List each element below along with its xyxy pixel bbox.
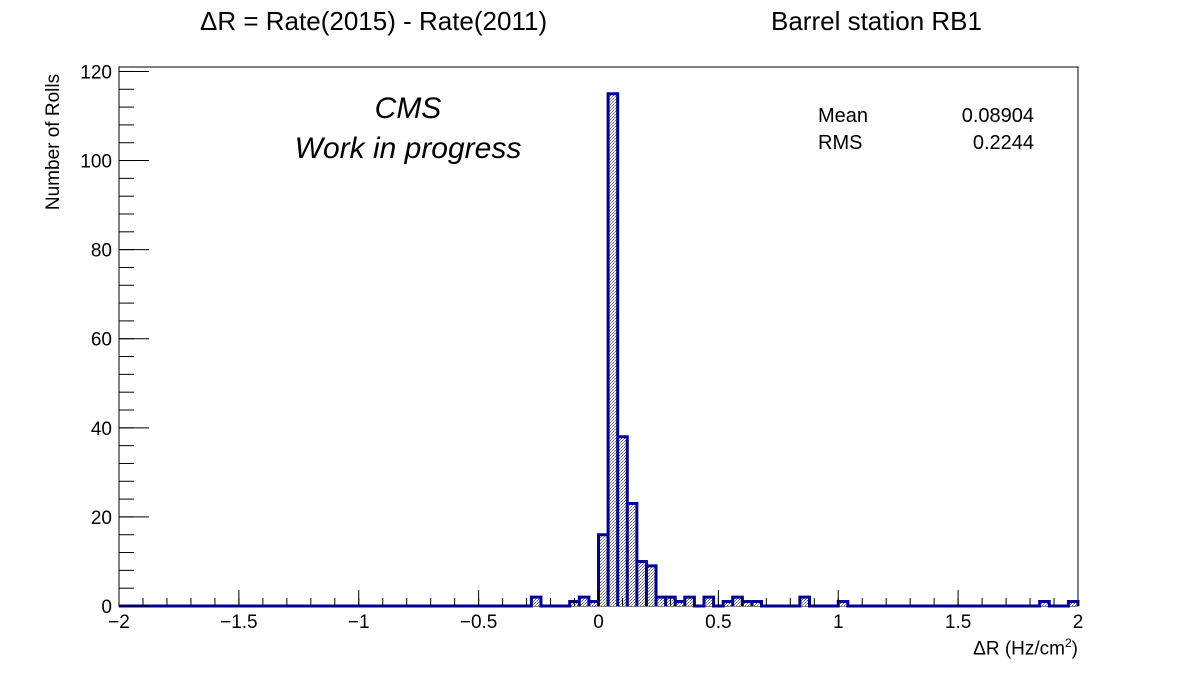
- histogram-bar: [608, 93, 618, 606]
- x-tick-label: 0.5: [705, 612, 731, 633]
- x-tick-label: 2: [1073, 612, 1084, 633]
- stat-mean-label: Mean: [818, 105, 869, 127]
- histogram-bar: [627, 503, 637, 606]
- histogram-bar: [579, 597, 589, 606]
- x-tick-label: −2: [108, 612, 130, 633]
- y-tick-label: 60: [91, 330, 112, 351]
- x-axis-label-tail: ): [1071, 638, 1078, 660]
- work-in-progress-annotation: Work in progress: [294, 132, 522, 165]
- y-tick-label: 0: [101, 597, 112, 618]
- histogram-bar: [598, 534, 609, 606]
- y-axis-ticks: [119, 70, 149, 607]
- x-tick-label: 1: [833, 612, 844, 633]
- x-axis-tick-labels: −2 −1.5 −1 −0.5 0 0.5 1 1.5 2: [108, 612, 1083, 633]
- histogram-outline: [119, 92, 1080, 608]
- histogram-bar: [588, 601, 599, 606]
- x-tick-label: 1.5: [945, 612, 971, 633]
- histogram-bar: [636, 561, 647, 606]
- histogram-bar: [1039, 601, 1050, 606]
- stat-rms-value: 0.2244: [972, 132, 1034, 154]
- histogram-bar: [838, 601, 848, 606]
- histogram-bar: [799, 597, 810, 606]
- x-tick-label: −1.5: [220, 612, 258, 633]
- y-tick-label: 20: [91, 508, 112, 529]
- histogram-bar: [723, 601, 733, 606]
- histogram-bar: [617, 436, 628, 606]
- stat-mean-value: 0.08904: [961, 105, 1034, 127]
- histogram-bar: [742, 601, 752, 606]
- histogram-bar: [703, 597, 714, 606]
- x-axis-ticks: [118, 590, 1079, 606]
- y-tick-label: 120: [80, 62, 112, 83]
- x-axis-label-main: ΔR (Hz/cm: [973, 638, 1065, 660]
- cms-annotation: CMS: [374, 92, 442, 125]
- plot-frame: [118, 66, 1079, 607]
- histogram-bar: [646, 565, 657, 606]
- histogram-bar: [656, 597, 666, 606]
- x-tick-label: −1: [348, 612, 370, 633]
- x-axis-label: ΔR (Hz/cm2): [973, 636, 1078, 660]
- x-tick-label: 0: [593, 612, 604, 633]
- y-axis-label: Number of Rolls: [43, 73, 64, 211]
- stat-rms-label: RMS: [818, 132, 863, 154]
- chart-title-left: ΔR = Rate(2015) - Rate(2011): [200, 6, 548, 36]
- histogram-bar: [531, 597, 541, 606]
- y-axis-tick-labels: 0 20 40 60 80 100 120: [80, 62, 112, 618]
- y-tick-label: 100: [80, 152, 112, 173]
- x-tick-label: −0.5: [460, 612, 498, 633]
- histogram-bar: [732, 597, 743, 606]
- y-tick-label: 80: [91, 241, 112, 262]
- histogram-bar: [684, 597, 695, 606]
- histogram-bar: [675, 601, 685, 606]
- histogram-bar: [1068, 601, 1078, 606]
- histogram-bar: [751, 601, 762, 606]
- x-axis-label-sup: 2: [1064, 636, 1072, 650]
- chart-title-right: Barrel station RB1: [771, 6, 982, 36]
- histogram-bars: [531, 93, 1078, 606]
- y-tick-label: 40: [91, 419, 112, 440]
